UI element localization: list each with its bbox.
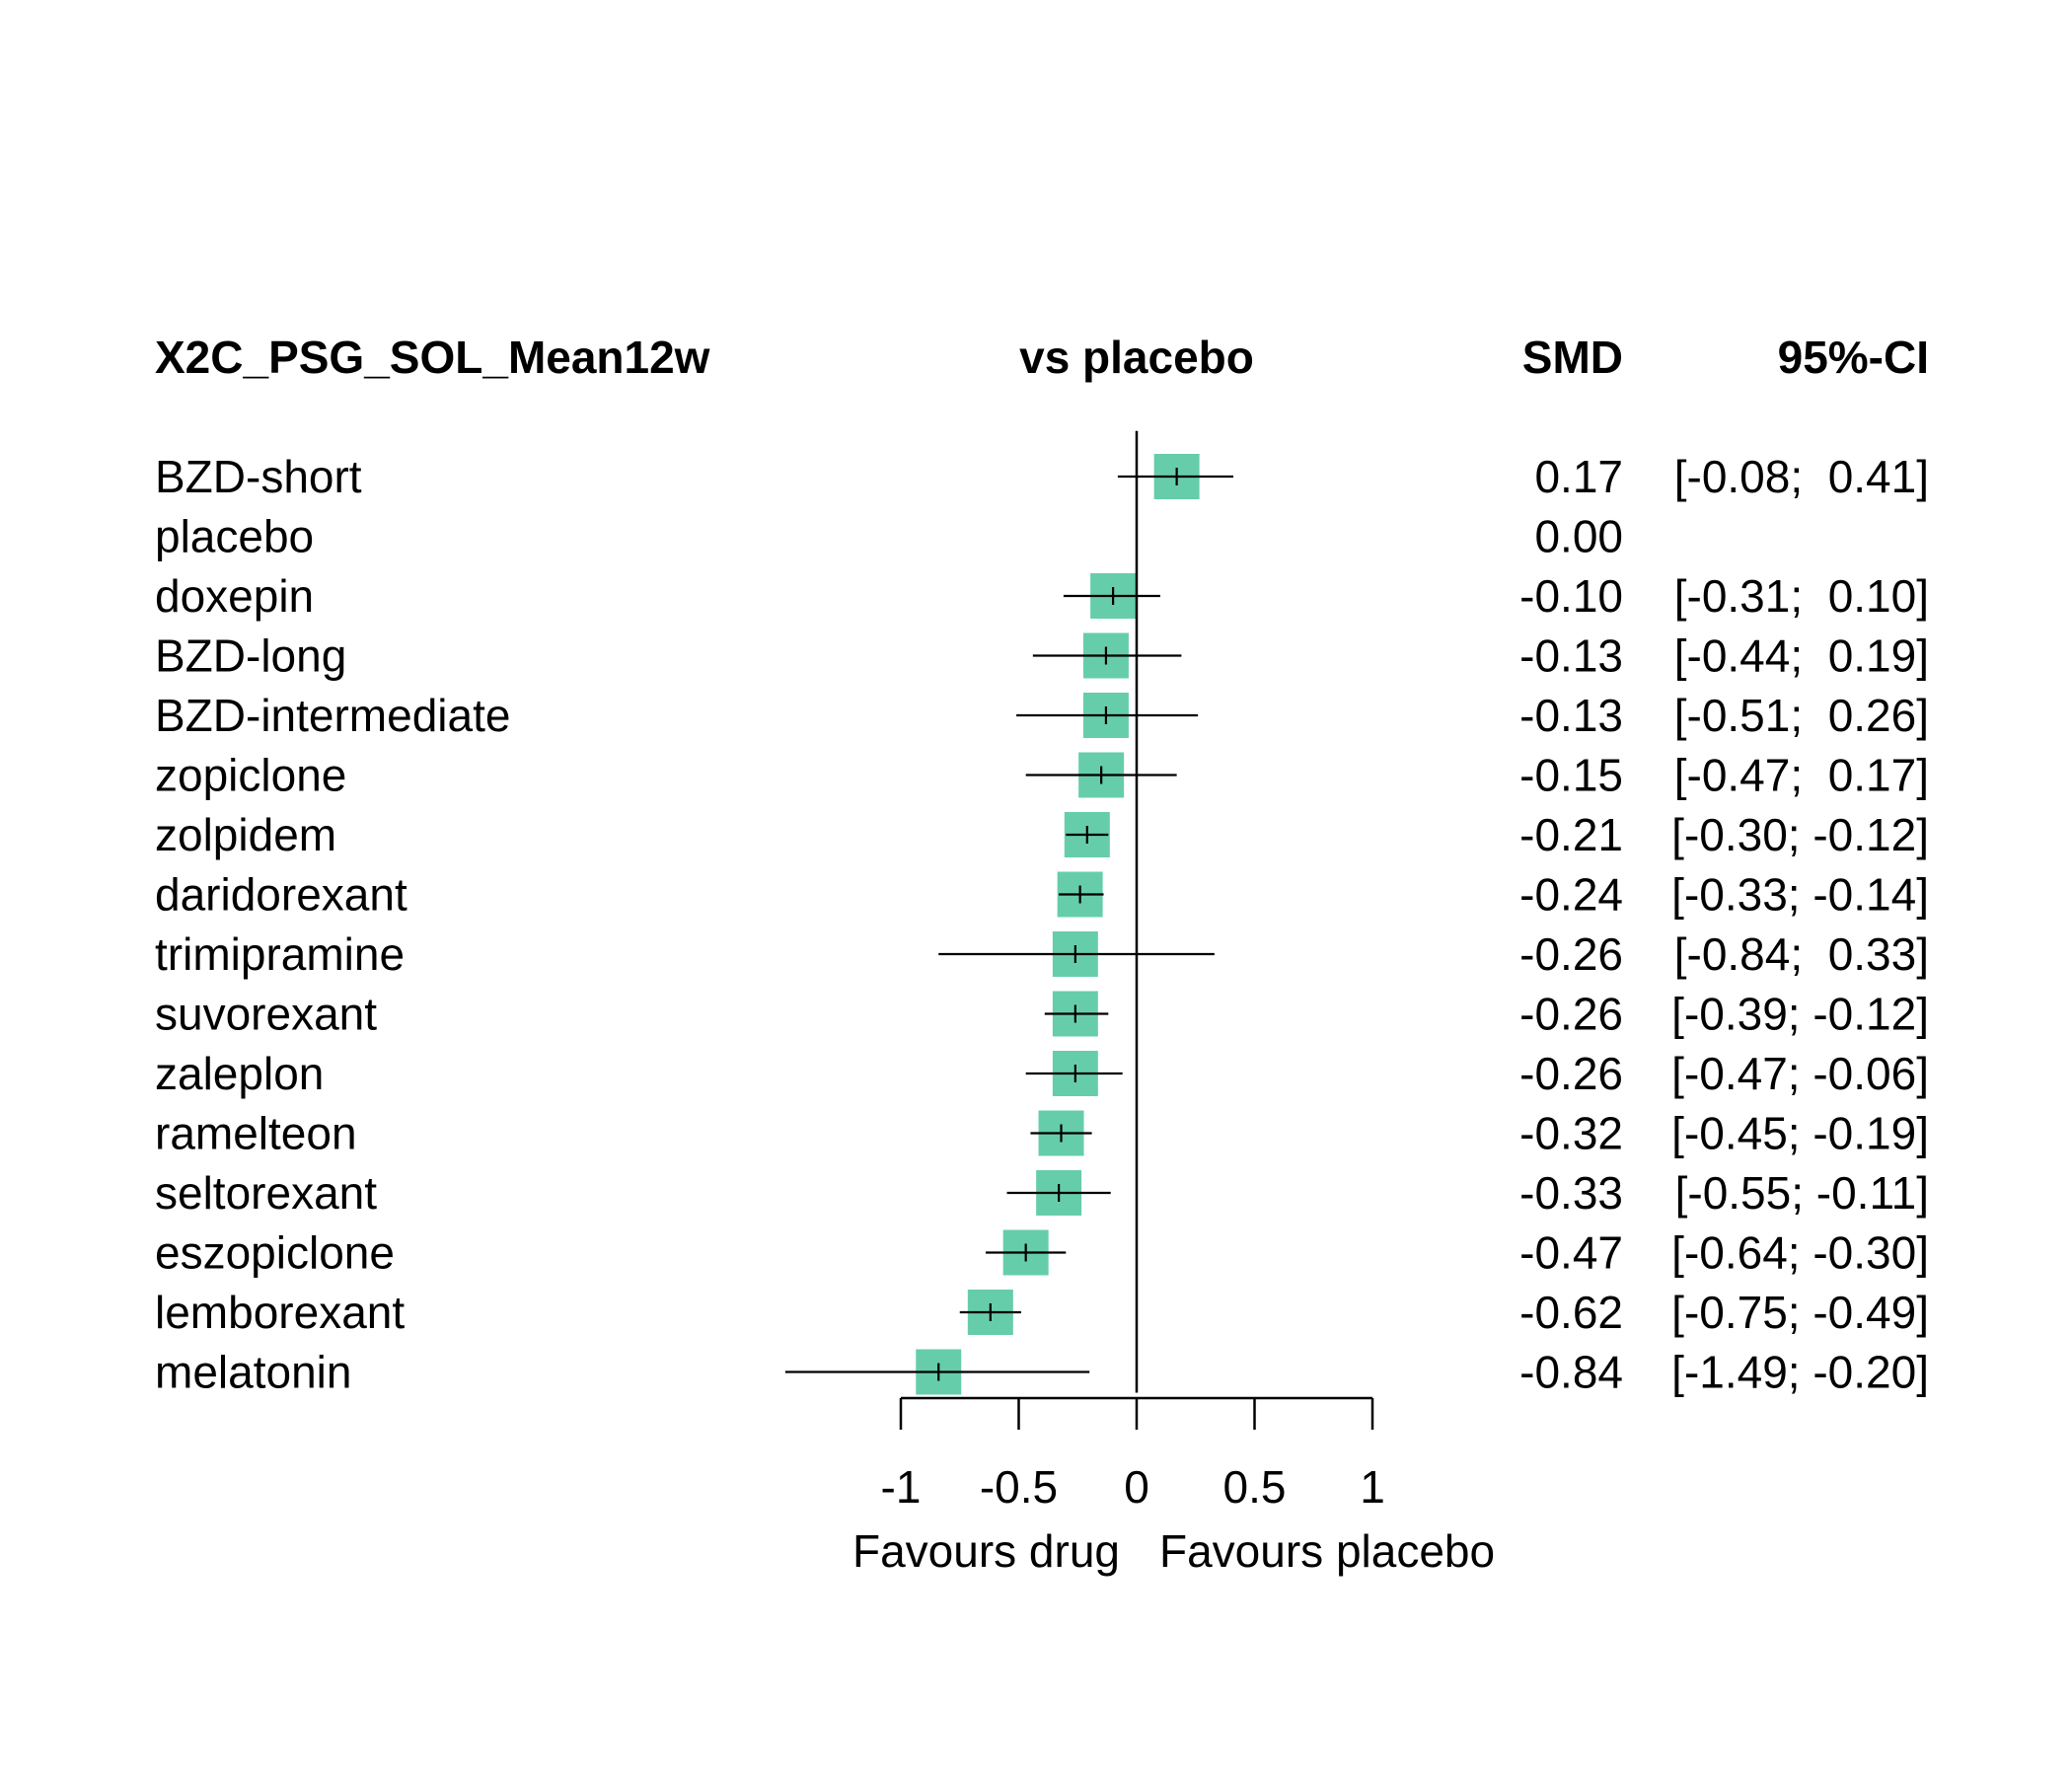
treatment-label: suvorexant <box>155 989 377 1040</box>
ci-value: [-0.47; -0.06] <box>1671 1048 1929 1099</box>
smd-value: -0.13 <box>1519 630 1623 682</box>
ci-value: [-0.64; -0.30] <box>1671 1227 1929 1279</box>
header-outcome: X2C_PSG_SOL_Mean12w <box>155 332 710 383</box>
ci-value: [-0.33; -0.14] <box>1671 869 1929 921</box>
xlabel-favours-drug: Favours drug <box>852 1525 1120 1577</box>
smd-value: -0.84 <box>1519 1347 1623 1398</box>
smd-value: -0.62 <box>1519 1287 1623 1338</box>
study-row: daridorexant -0.24 [-0.33; -0.14] <box>155 869 1929 921</box>
smd-value: -0.21 <box>1519 809 1623 860</box>
study-row: melatonin -0.84 [-1.49; -0.20] <box>155 1347 1929 1398</box>
treatment-label: ramelteon <box>155 1108 357 1159</box>
study-rows: BZD-short 0.17 [-0.08; 0.41] placebo 0.00 dox… <box>155 451 1929 1398</box>
smd-value: 0.17 <box>1534 451 1623 502</box>
study-row: zopiclone -0.15 [-0.47; 0.17] <box>155 750 1929 801</box>
treatment-label: zaleplon <box>155 1048 324 1099</box>
smd-value: -0.26 <box>1519 928 1623 980</box>
study-row: zaleplon -0.26 [-0.47; -0.06] <box>155 1048 1929 1099</box>
ci-value: [-0.47; 0.17] <box>1674 750 1929 801</box>
smd-value: -0.10 <box>1519 570 1623 622</box>
study-row: eszopiclone -0.47 [-0.64; -0.30] <box>155 1227 1929 1279</box>
smd-value: -0.24 <box>1519 869 1623 921</box>
header-ci-column: 95%-CI <box>1778 332 1929 383</box>
treatment-label: placebo <box>155 511 314 562</box>
ci-value: [-0.31; 0.10] <box>1674 570 1929 622</box>
treatment-label: BZD-intermediate <box>155 690 510 741</box>
x-tick-label: -0.5 <box>980 1461 1058 1513</box>
x-axis: -1 -0.5 0 0.5 1 <box>881 430 1385 1513</box>
smd-value: -0.32 <box>1519 1108 1623 1159</box>
smd-value: -0.47 <box>1519 1227 1623 1279</box>
study-row: lemborexant -0.62 [-0.75; -0.49] <box>155 1287 1929 1338</box>
study-row: BZD-short 0.17 [-0.08; 0.41] <box>155 451 1929 502</box>
treatment-label: doxepin <box>155 570 314 622</box>
study-row: doxepin -0.10 [-0.31; 0.10] <box>155 570 1929 622</box>
ci-value: [-0.30; -0.12] <box>1671 809 1929 860</box>
treatment-label: trimipramine <box>155 928 405 980</box>
treatment-label: seltorexant <box>155 1167 377 1219</box>
header-effect-column: SMD <box>1522 332 1623 383</box>
smd-value: 0.00 <box>1534 511 1623 562</box>
study-row: suvorexant -0.26 [-0.39; -0.12] <box>155 989 1929 1040</box>
treatment-label: zopiclone <box>155 750 346 801</box>
ci-value: [-0.51; 0.26] <box>1674 690 1929 741</box>
smd-value: -0.13 <box>1519 690 1623 741</box>
smd-value: -0.26 <box>1519 1048 1623 1099</box>
x-tick-label: 0 <box>1124 1461 1149 1513</box>
treatment-label: BZD-short <box>155 451 362 502</box>
study-row: BZD-intermediate -0.13 [-0.51; 0.26] <box>155 690 1929 741</box>
study-row: BZD-long -0.13 [-0.44; 0.19] <box>155 630 1929 682</box>
treatment-label: melatonin <box>155 1347 351 1398</box>
xlabel-favours-placebo: Favours placebo <box>1159 1525 1495 1577</box>
ci-value: [-0.45; -0.19] <box>1671 1108 1929 1159</box>
treatment-label: eszopiclone <box>155 1227 395 1279</box>
study-row: placebo 0.00 <box>155 511 1623 562</box>
treatment-label: lemborexant <box>155 1287 405 1338</box>
ci-value: [-0.84; 0.33] <box>1674 928 1929 980</box>
ci-value: [-1.49; -0.20] <box>1671 1347 1929 1398</box>
smd-value: -0.15 <box>1519 750 1623 801</box>
smd-value: -0.33 <box>1519 1167 1623 1219</box>
smd-value: -0.26 <box>1519 989 1623 1040</box>
ci-value: [-0.55; -0.11] <box>1675 1167 1929 1219</box>
ci-value: [-0.08; 0.41] <box>1674 451 1929 502</box>
ci-value: [-0.75; -0.49] <box>1671 1287 1929 1338</box>
study-row: zolpidem -0.21 [-0.30; -0.12] <box>155 809 1929 860</box>
study-row: seltorexant -0.33 [-0.55; -0.11] <box>155 1167 1929 1219</box>
study-row: trimipramine -0.26 [-0.84; 0.33] <box>155 928 1929 980</box>
header-comparison: vs placebo <box>1019 332 1254 383</box>
ci-value: [-0.44; 0.19] <box>1674 630 1929 682</box>
x-tick-label: -1 <box>881 1461 922 1513</box>
treatment-label: zolpidem <box>155 809 336 860</box>
ci-value: [-0.39; -0.12] <box>1671 989 1929 1040</box>
treatment-label: BZD-long <box>155 630 346 682</box>
treatment-label: daridorexant <box>155 869 407 921</box>
x-tick-label: 1 <box>1360 1461 1385 1513</box>
x-tick-label: 0.5 <box>1223 1461 1287 1513</box>
study-row: ramelteon -0.32 [-0.45; -0.19] <box>155 1108 1929 1159</box>
